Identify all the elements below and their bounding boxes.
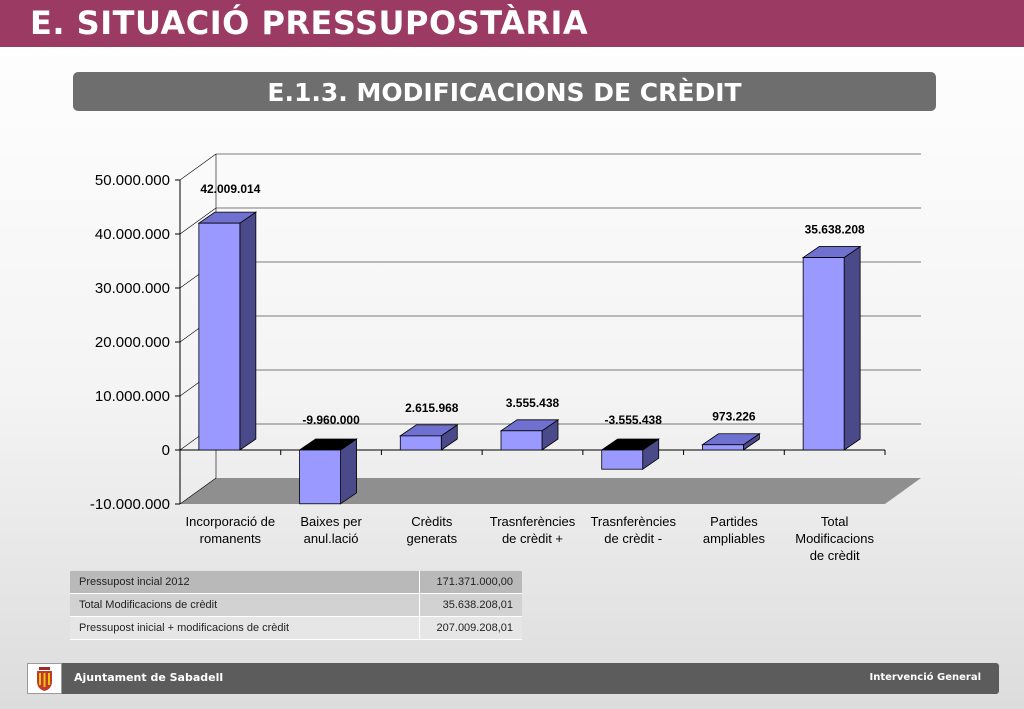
x-tick-label-line: Partides (710, 514, 758, 529)
footer-bar: Ajuntament de Sabadell Intervenció Gener… (27, 663, 999, 694)
city-logo (27, 663, 62, 694)
footer-organization: Ajuntament de Sabadell (74, 671, 224, 684)
bar-front (802, 257, 845, 451)
x-tick-label-line: Trasnferències (590, 514, 676, 529)
bar-front (601, 449, 644, 470)
x-tick-label-line: Trasnferències (490, 514, 576, 529)
table-row: Total Modificacions de crèdit 35.638.208… (70, 593, 522, 617)
data-label: 3.555.438 (506, 396, 560, 410)
x-tick-label: Crèdits generats (406, 514, 457, 546)
y-tick-label: 30.000.000 (95, 280, 170, 297)
x-tick-label: Total Modificacions de crèdit (795, 514, 874, 563)
data-label: 42.009.014 (200, 182, 260, 196)
x-tick-label-line: Modificacions (795, 531, 874, 546)
data-label: -9.960.000 (302, 413, 360, 427)
x-tick-label: Trasnferències de crèdit + (490, 514, 576, 546)
page-title: E. SITUACIÓ PRESSUPOSTÀRIA (30, 4, 589, 42)
x-tick-label-line: Total (821, 514, 849, 529)
table-cell-label: Pressupost incial 2012 (70, 571, 420, 594)
chart-section-title: E.1.3. MODIFICACIONS DE CRÈDIT (267, 78, 742, 107)
data-label: 2.615.968 (405, 401, 459, 415)
bar (499, 419, 560, 451)
y-tick-label: -10.000.000 (90, 496, 170, 513)
footer-department: Intervenció General (869, 672, 981, 683)
bar-front (198, 222, 241, 451)
bar-side (239, 211, 257, 451)
gridline-side (179, 207, 217, 235)
x-tick-label: Baixes per anul.lació (300, 514, 362, 546)
table-cell-value: 171.371.000,00 (419, 571, 522, 594)
data-label: 35.638.208 (805, 223, 865, 237)
x-tick-label: Partides ampliables (703, 514, 766, 546)
y-tick-label: 20.000.000 (95, 334, 170, 351)
bar-front (399, 435, 442, 451)
x-tick-label-line: generats (406, 531, 457, 546)
x-tick-label-line: anul.lació (304, 531, 359, 546)
x-tick-label-line: Baixes per (300, 514, 362, 529)
x-tick-label-line: ampliables (703, 531, 766, 546)
summary-table: Pressupost incial 2012 171.371.000,00 To… (70, 571, 522, 640)
x-tick-label-line: Crèdits (411, 514, 453, 529)
x-tick-label-line: romanents (200, 531, 262, 546)
x-tick-label: Trasnferències de crèdit - (590, 514, 676, 546)
table-row: Pressupost incial 2012 171.371.000,00 (70, 571, 522, 594)
bar-front (299, 449, 341, 505)
data-label: -3.555.438 (605, 413, 663, 427)
bar (398, 424, 459, 451)
bar (701, 432, 761, 451)
wall-edge (179, 477, 217, 505)
table-cell-label: Total Modificacions de crèdit (70, 593, 420, 617)
table-cell-value: 207.009.208,01 (419, 616, 522, 640)
header-bar: E. SITUACIÓ PRESSUPOSTÀRIA (0, 0, 1024, 47)
x-tick-label-line: de crèdit (810, 548, 860, 563)
x-tick-label: Incorporació de romanents (186, 514, 276, 546)
x-tick-label-line: Incorporació de (186, 514, 276, 529)
table-cell-label: Pressupost inicial + modificacions de cr… (70, 616, 420, 640)
data-label: 973.226 (712, 410, 756, 424)
y-tick-label: 10.000.000 (95, 388, 170, 405)
coat-of-arms-icon (37, 667, 52, 691)
table-cell-value: 35.638.208,01 (419, 593, 522, 617)
bar-front (702, 444, 744, 451)
bar-front (500, 430, 543, 451)
bar-side (843, 245, 861, 451)
x-tick-label-line: de crèdit - (604, 531, 662, 546)
y-tick-label: 0 (162, 442, 170, 459)
chart-floor (180, 478, 921, 504)
y-tick-label: 40.000.000 (95, 226, 170, 243)
bar (298, 438, 358, 505)
gridline-side (179, 153, 217, 181)
bar (600, 438, 661, 470)
bar (197, 211, 258, 451)
y-tick-label: 50.000.000 (95, 172, 170, 189)
bar (801, 245, 862, 451)
x-tick-label-line: de crèdit + (502, 531, 563, 546)
table-row: Pressupost inicial + modificacions de cr… (70, 616, 522, 640)
subtitle-bar: E.1.3. MODIFICACIONS DE CRÈDIT (73, 72, 936, 111)
